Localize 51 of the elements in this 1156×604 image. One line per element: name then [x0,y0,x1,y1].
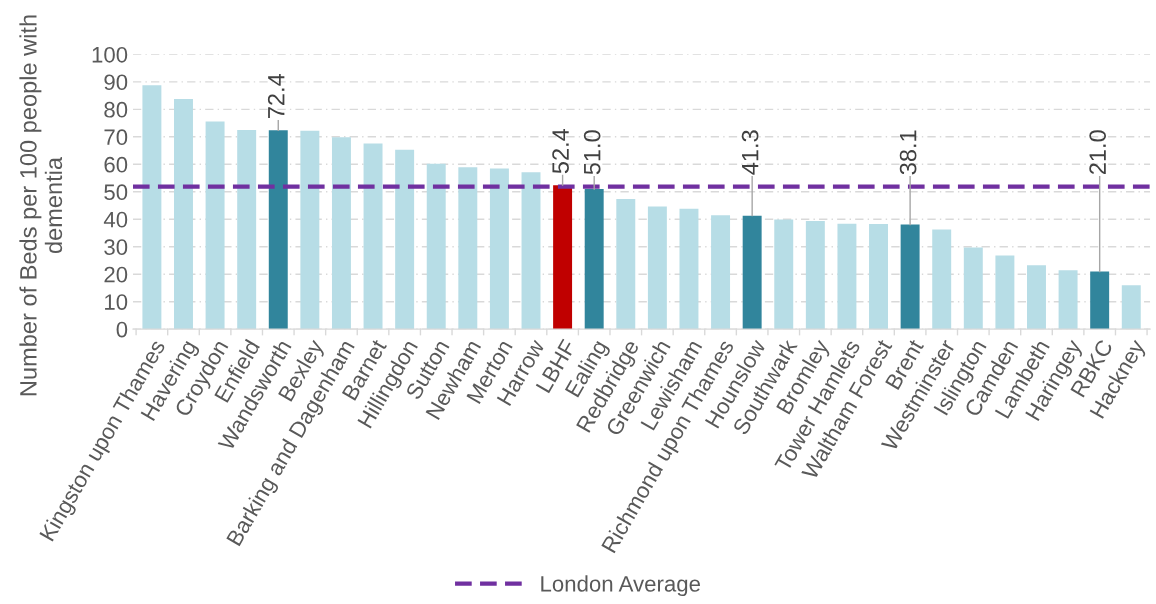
data-label: 72.4 [267,73,285,119]
bar [963,247,983,330]
bar [679,208,699,330]
bar [363,143,383,330]
bar [237,129,257,330]
y-tick-label: 0 [116,321,128,338]
bar [1090,271,1110,330]
bar [900,224,920,330]
bar [458,167,478,330]
bar [995,255,1015,330]
bar [742,215,762,330]
y-tick-label: 90 [104,74,128,91]
bar [1058,270,1078,330]
bar [837,223,857,330]
bar [553,185,573,330]
legend-label: London Average [541,575,700,597]
bar [521,172,541,330]
y-tick-label: 50 [104,184,128,201]
bar [711,215,731,330]
bar [426,163,446,330]
bar [174,98,193,330]
bar [268,130,288,330]
bar [1121,285,1141,330]
bar [774,219,794,330]
bar [584,189,604,330]
y-tick-label: 60 [104,156,128,173]
data-label: 51.0 [583,130,601,175]
bar [489,168,509,330]
data-label: 41.3 [741,130,759,175]
bar [805,220,825,330]
y-tick-label: 100 [92,46,128,63]
data-label: 52.4 [552,128,569,174]
bar [869,223,888,330]
y-tick-label: 70 [104,129,128,146]
y-tick-label: 80 [104,101,128,118]
bar [395,149,415,330]
bar [300,130,320,330]
data-label: 38.1 [899,130,917,175]
y-tick-label: 30 [104,239,128,255]
bar [932,229,952,330]
bar [647,206,667,330]
y-tick-label: 10 [105,294,128,310]
bar [331,137,351,330]
bar [1027,265,1046,330]
y-tick-label: 20 [104,266,128,283]
bar [142,85,162,330]
bar [205,121,225,330]
y-tick-label: 40 [103,211,128,228]
data-label: 21.0 [1089,130,1107,175]
bar [616,198,636,330]
y-axis-title: Number of Beds per 100 people with dementia [19,15,63,396]
